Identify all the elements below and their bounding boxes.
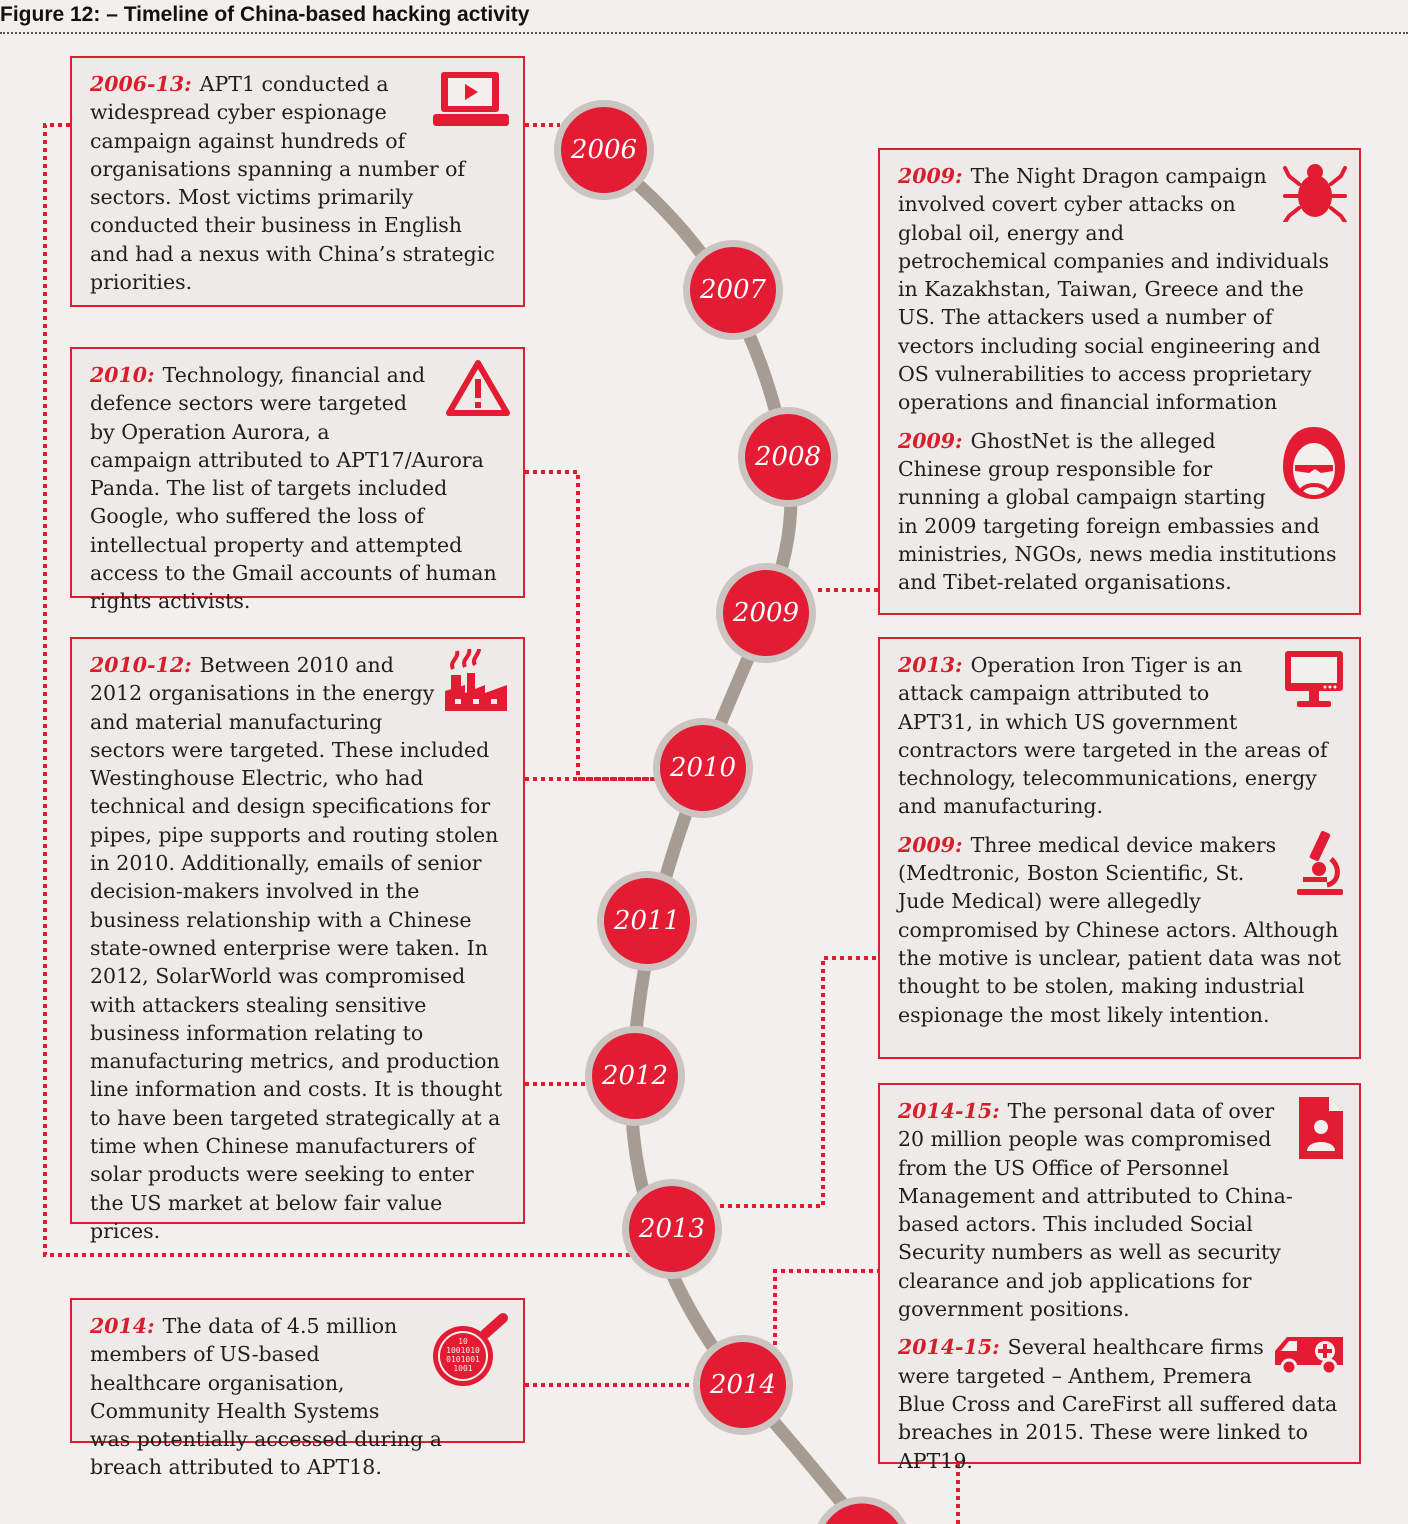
event-entry: 2006-13: APT1 conducted a widespread cybe… [90, 70, 509, 296]
event-box-opm-healthcare: 2014-15: The personal data of over 20 mil… [878, 1083, 1361, 1473]
event-year: 2010: [90, 363, 155, 387]
event-year: 2014: [90, 1314, 155, 1338]
microscope-icon [1291, 829, 1347, 904]
factory-icon [445, 648, 511, 720]
event-box-aurora: 2010: Technology, financial and defence s… [70, 347, 525, 613]
event-entry: 2009: The Night Dragon campaign involved … [898, 162, 1347, 417]
year-circle-2007: 2007 [683, 240, 783, 340]
event-year: 2010-12: [90, 653, 192, 677]
event-entry: 2010: Technology, financial and defence s… [90, 360, 510, 616]
event-entry: 2014-15: The personal data of over 20 mil… [898, 1097, 1343, 1323]
year-circle-2013: 2013 [622, 1179, 722, 1279]
connector-aurora [525, 470, 662, 781]
event-entry: 2014-15: Several healthcare firms were ta… [898, 1333, 1343, 1474]
svg-text:10: 10 [458, 1337, 468, 1346]
event-box-night-dragon-ghostnet: 2009: The Night Dragon campaign involved … [878, 148, 1361, 615]
event-box-iron-tiger-medical: 2013: Operation Iron Tiger is an attack c… [878, 637, 1361, 1059]
event-text: The Night Dragon campaign involved cover… [898, 164, 1330, 415]
event-year: 2006-13: [90, 72, 192, 96]
laptop-video-icon [431, 68, 511, 139]
event-entry: 2009: Three medical device makers (Medtro… [898, 830, 1343, 1029]
year-circle-2010: 2010 [653, 718, 753, 818]
figure-title: Figure 12: – Timeline of China-based hac… [0, 3, 530, 26]
ambulance-icon [1273, 1331, 1347, 1382]
binary-magnifier-icon: 10 1001010 0101001 1001 [427, 1310, 511, 1401]
year-circle-2008: 2008 [738, 407, 838, 507]
year-circle-next [817, 1496, 907, 1524]
event-year: 2009: [898, 428, 963, 453]
event-text: Technology, financial and defence sector… [90, 363, 497, 614]
event-text: Several healthcare firms were targeted –… [898, 1335, 1338, 1473]
year-circle-2006: 2006 [554, 100, 654, 200]
connector-2013-right [720, 956, 878, 1208]
event-text: Between 2010 and 2012 organisations in t… [90, 653, 503, 1243]
event-box-chs: 10 1001010 0101001 1001 2014: The data of… [70, 1298, 525, 1479]
event-box-apt1: 2006-13: APT1 conducted a widespread cybe… [70, 56, 525, 307]
event-text: The personal data of over 20 million peo… [898, 1099, 1293, 1322]
year-circle-2011: 2011 [597, 871, 697, 971]
event-year: 2009: [898, 164, 963, 188]
event-text: APT1 conducted a widespread cyber espion… [90, 72, 495, 295]
event-year: 2009: [898, 832, 963, 857]
svg-text:0101001: 0101001 [446, 1355, 480, 1364]
hooded-hacker-icon [1281, 425, 1347, 508]
svg-text:1001010: 1001010 [446, 1346, 480, 1355]
event-text: The data of 4.5 million members of US-ba… [90, 1314, 442, 1480]
monitor-icon [1281, 649, 1347, 716]
event-box-manufacturing: 2010-12: Between 2010 and 2012 organisati… [70, 637, 525, 1243]
title-divider [0, 32, 1408, 34]
year-circle-2009: 2009 [716, 563, 816, 663]
event-entry: 2013: Operation Iron Tiger is an attack c… [898, 651, 1343, 821]
warning-triangle-icon [445, 359, 511, 424]
event-year: 2013: [898, 653, 963, 677]
connector-2014-right [773, 1269, 878, 1385]
bug-icon [1283, 160, 1347, 229]
event-year: 2014-15: [898, 1099, 1000, 1123]
event-text: Three medical device makers (Medtronic, … [898, 832, 1342, 1027]
connector-outer-left [43, 123, 636, 1257]
event-text: Operation Iron Tiger is an attack campai… [898, 653, 1328, 819]
svg-text:1001: 1001 [453, 1364, 472, 1373]
event-year: 2014-15: [898, 1335, 1000, 1360]
year-circle-2014: 2014 [693, 1335, 793, 1435]
year-circle-2012: 2012 [585, 1026, 685, 1126]
event-entry: 2010-12: Between 2010 and 2012 organisati… [90, 648, 507, 1245]
event-entry: 2009: GhostNet is the alleged Chinese gro… [898, 426, 1345, 597]
timeline-curve [593, 145, 867, 1524]
personnel-file-icon [1295, 1095, 1347, 1168]
event-text: GhostNet is the alleged Chinese group re… [898, 428, 1337, 595]
event-entry: 10 1001010 0101001 1001 2014: The data of… [90, 1312, 508, 1482]
